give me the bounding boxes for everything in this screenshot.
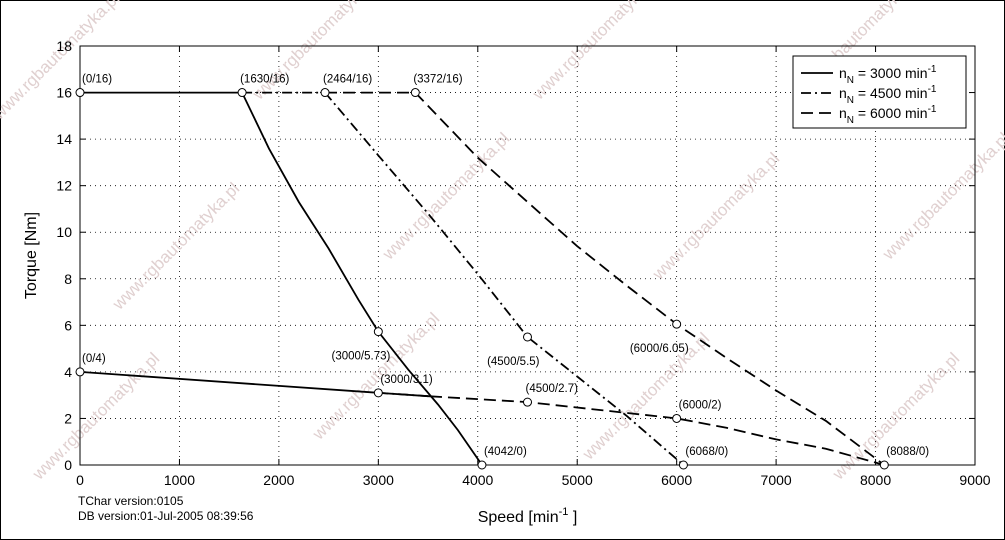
series-line-2 bbox=[378, 391, 431, 398]
watermark-text: www.rgbautomatyka.pl bbox=[528, 0, 663, 104]
y-tick-label: 14 bbox=[56, 131, 72, 147]
x-tick-label: 8000 bbox=[860, 472, 891, 488]
y-tick-label: 6 bbox=[64, 317, 72, 333]
y-axis-label: Torque [Nm] bbox=[23, 212, 40, 299]
y-tick-label: 4 bbox=[64, 364, 72, 380]
x-axis-label: Speed [min-1 ] bbox=[478, 506, 578, 526]
data-label: (8088/0) bbox=[886, 446, 929, 458]
data-point-marker bbox=[879, 460, 889, 470]
x-tick-label: 2000 bbox=[263, 472, 294, 488]
y-tick-label: 0 bbox=[64, 457, 72, 473]
data-label: (4500/2.7) bbox=[526, 383, 579, 395]
y-tick-label: 2 bbox=[64, 410, 72, 426]
watermark-text: www.rgbautomatyka.pl bbox=[828, 349, 963, 484]
watermark-text: www.rgbautomatyka.pl bbox=[28, 349, 163, 484]
x-axis-label-sup: -1 bbox=[559, 506, 569, 518]
legend: nN = 3000 min-1nN = 4500 min-1nN = 6000 … bbox=[792, 55, 967, 129]
data-point-marker bbox=[373, 327, 383, 337]
data-label: (3000/3.1) bbox=[380, 374, 433, 386]
watermark-text: www.rgbautomatyka.pl bbox=[378, 129, 513, 264]
legend-label-base: n bbox=[839, 85, 847, 101]
series-line-1 bbox=[241, 92, 483, 466]
legend-label-1: nN = 3000 min-1 bbox=[839, 64, 937, 86]
data-label: (6068/0) bbox=[685, 446, 728, 458]
data-label: (6000/2) bbox=[679, 399, 722, 411]
legend-label-text: = 4500 min bbox=[854, 85, 928, 101]
data-point-marker bbox=[672, 413, 682, 423]
legend-label-base: n bbox=[839, 65, 847, 81]
watermark-text: www.rgbautomatyka.pl bbox=[248, 0, 383, 104]
legend-label-text: = 6000 min bbox=[854, 105, 928, 121]
watermark-text: www.rgbautomatyka.pl bbox=[878, 129, 1005, 264]
data-point-marker bbox=[373, 388, 383, 398]
data-point-marker bbox=[237, 88, 247, 98]
x-tick-label: 4000 bbox=[462, 472, 493, 488]
legend-label-sub: N bbox=[847, 115, 854, 126]
data-label: (1630/16) bbox=[240, 74, 289, 86]
x-tick-label: 7000 bbox=[761, 472, 792, 488]
legend-label-3: nN = 6000 min-1 bbox=[839, 104, 937, 126]
x-tick-label: 3000 bbox=[363, 472, 394, 488]
y-tick-label: 8 bbox=[64, 271, 72, 287]
legend-label-sub: N bbox=[847, 95, 854, 106]
legend-label-sup: -1 bbox=[928, 104, 937, 115]
legend-label-text: = 3000 min bbox=[854, 65, 928, 81]
axis-ticks: 0 1000 2000 3000 4000 5000 6000 7000 8000 9000 0 2 4… bbox=[56, 38, 990, 488]
legend-label-2: nN = 4500 min-1 bbox=[839, 84, 937, 106]
data-point-marker bbox=[523, 397, 532, 407]
tchar-version-text: TChar version:0105 bbox=[78, 494, 184, 508]
data-point-marker bbox=[523, 332, 532, 342]
x-tick-label: 0 bbox=[76, 472, 84, 488]
db-version-text: DB version:01-Jul-2005 08:39:56 bbox=[78, 509, 254, 523]
data-point-marker bbox=[477, 460, 487, 470]
watermark-text: www.rgbautomatyka.pl bbox=[648, 149, 783, 284]
data-label: (3000/5.73) bbox=[332, 351, 391, 363]
plot-area bbox=[79, 45, 976, 466]
x-tick-label: 6000 bbox=[661, 472, 692, 488]
y-tick-label: 10 bbox=[56, 224, 72, 240]
data-point-marker bbox=[678, 460, 688, 470]
watermark-text: www.rgbautomatyka.pl bbox=[108, 179, 243, 314]
data-label: (0/4) bbox=[82, 353, 106, 365]
legend-label-sup: -1 bbox=[928, 84, 937, 95]
legend-box bbox=[792, 55, 967, 129]
data-point-marker bbox=[672, 319, 682, 329]
data-point-marker bbox=[75, 367, 85, 377]
series-line-2 bbox=[324, 92, 684, 466]
marker-layer bbox=[75, 88, 889, 470]
data-label: (0/16) bbox=[82, 74, 112, 86]
y-tick-label: 18 bbox=[56, 38, 72, 54]
data-point-marker bbox=[75, 88, 85, 98]
y-tick-label: 16 bbox=[56, 85, 72, 101]
x-tick-label: 9000 bbox=[959, 472, 990, 488]
watermark-text: www.rgbautomatyka.pl bbox=[0, 0, 123, 124]
x-tick-label: 1000 bbox=[164, 472, 195, 488]
data-label: (3372/16) bbox=[413, 74, 462, 86]
x-tick-label: 5000 bbox=[562, 472, 593, 488]
legend-label-sup: -1 bbox=[928, 64, 937, 75]
data-label: (2464/16) bbox=[323, 74, 372, 86]
y-tick-label: 12 bbox=[56, 178, 72, 194]
x-axis-label-tail: ] bbox=[568, 509, 577, 526]
data-point-marker bbox=[410, 88, 420, 98]
data-label: (4500/5.5) bbox=[487, 356, 540, 368]
legend-label-base: n bbox=[839, 105, 847, 121]
legend-label-sub: N bbox=[847, 75, 854, 86]
annotation-layer: (0/16) (1630/16) (2464/16) (3372/16) (0/4) (3… bbox=[82, 74, 929, 458]
x-axis-label-main: Speed [min bbox=[478, 509, 559, 526]
data-point-marker bbox=[320, 88, 330, 98]
data-label: (4042/0) bbox=[484, 446, 527, 458]
data-label: (6000/6.05) bbox=[630, 343, 689, 355]
